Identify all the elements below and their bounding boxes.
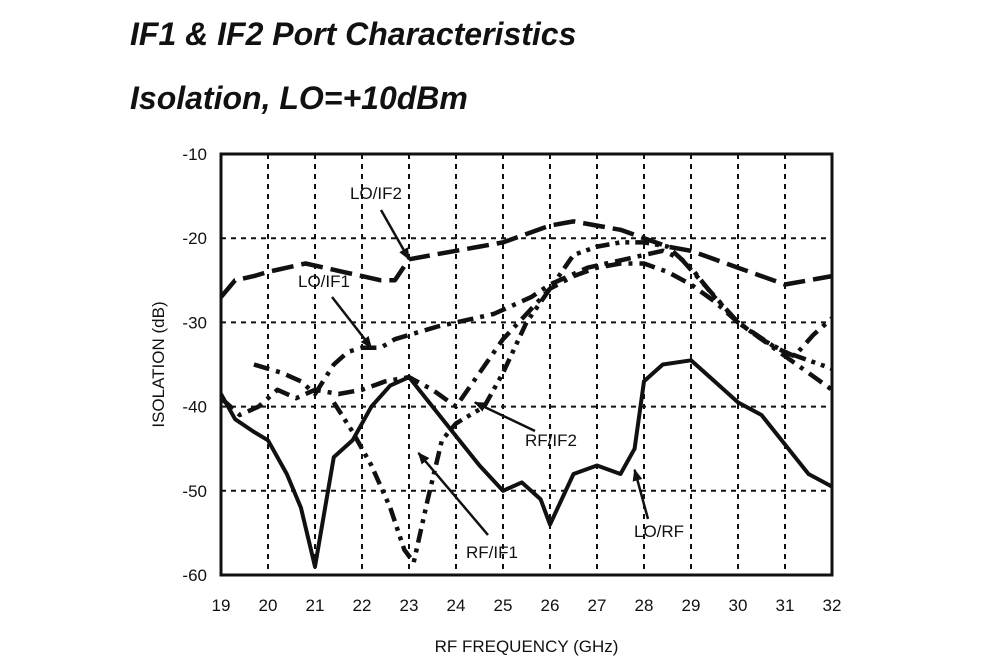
y-tick-label: -40 (182, 398, 207, 417)
annotation-label: RF/IF2 (525, 431, 577, 450)
x-tick-label: 29 (682, 596, 701, 615)
y-tick-label: -50 (182, 482, 207, 501)
annotation-label: LO/IF1 (298, 272, 350, 291)
annotation-label: LO/IF2 (350, 184, 402, 203)
page-title: IF1 & IF2 Port Characteristics (130, 16, 577, 52)
y-tick-label: -10 (182, 145, 207, 164)
annotation-label: LO/RF (634, 522, 684, 541)
annotation-arrow (379, 209, 411, 261)
page-subtitle: Isolation, LO=+10dBm (130, 80, 468, 116)
y-axis-label: ISOLATION (dB) (149, 301, 168, 427)
x-tick-label: 25 (494, 596, 513, 615)
annotation-arrow (417, 452, 489, 536)
grid (221, 154, 832, 575)
x-tick-label: 21 (306, 596, 325, 615)
plot-frame (219, 152, 834, 577)
x-axis-label: RF FREQUENCY (GHz) (435, 637, 619, 656)
y-tick-label: -30 (182, 313, 207, 332)
series-line-rf-if2 (219, 261, 834, 418)
x-tick-label: 28 (635, 596, 654, 615)
x-tick-label: 31 (776, 596, 795, 615)
tick-labels: 19 20 21 22 23 24 25 26 27 28 29 30 31 32 -10 -20 -30 -40… (182, 145, 841, 615)
y-tick-label: -20 (182, 229, 207, 248)
y-tick-label: -60 (182, 566, 207, 585)
annotation-arrow (473, 401, 536, 433)
annotation-arrow (331, 296, 373, 349)
annotation-label: RF/IF1 (466, 543, 518, 562)
annotations: LO/IF2 LO/IF1 RF/IF2 RF/IF1 LO/RF (298, 184, 684, 562)
series-line-lo-rf (219, 358, 833, 569)
x-tick-label: 27 (588, 596, 607, 615)
x-tick-label: 32 (823, 596, 842, 615)
annotation-arrow (632, 468, 650, 520)
x-tick-label: 24 (447, 596, 466, 615)
x-tick-label: 20 (259, 596, 278, 615)
series-lines (219, 219, 834, 569)
x-tick-label: 30 (729, 596, 748, 615)
series-line-rf-if1 (331, 240, 833, 565)
series-line-lo-if2 (219, 219, 833, 299)
x-tick-label: 22 (353, 596, 372, 615)
x-tick-label: 26 (541, 596, 560, 615)
x-tick-label: 19 (212, 596, 231, 615)
x-tick-label: 23 (400, 596, 419, 615)
